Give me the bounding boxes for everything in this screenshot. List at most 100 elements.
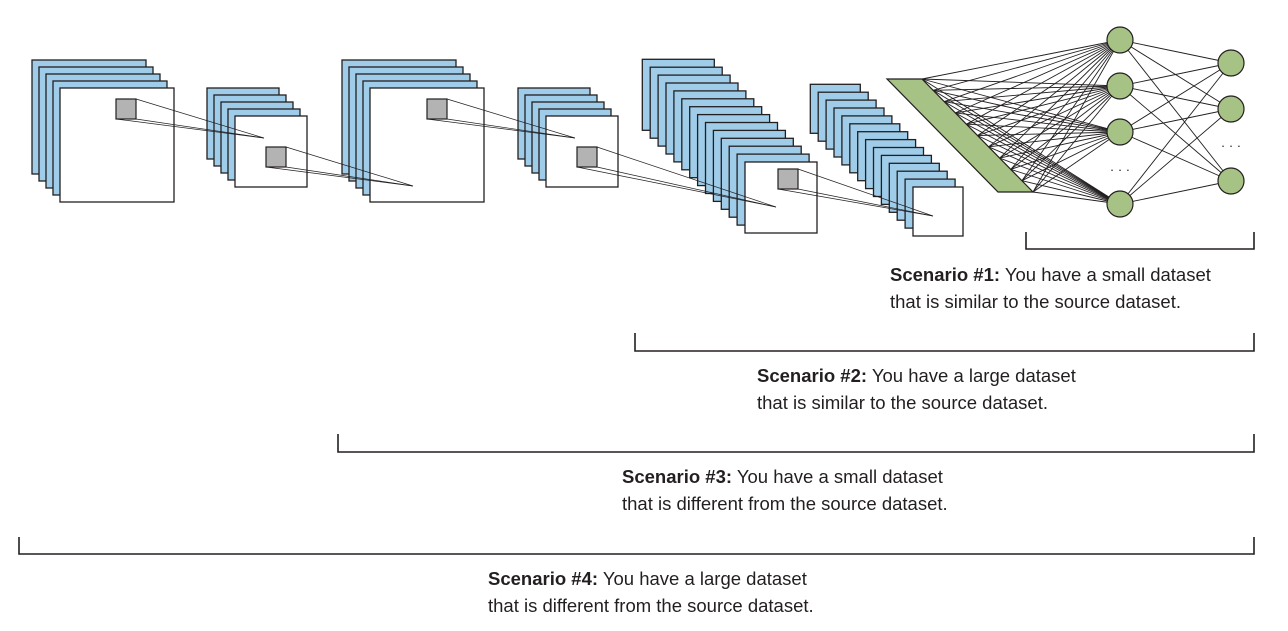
ray-line [115,118,265,139]
stack-pool3 [809,83,964,237]
hidden-neuron [1106,26,1134,54]
scenario-4-line1: You have a large dataset [602,568,807,589]
output-neuron [1217,49,1245,77]
ray-line [285,166,414,187]
connection-line [1010,85,1121,170]
connection-line [1032,85,1121,193]
ray-line [596,166,777,208]
connection-line [1032,39,1121,193]
scenario-1-line2: that is similar to the source dataset. [890,291,1181,312]
scenario-3-line2: that is different from the source datase… [622,493,948,514]
connection-line [977,85,1121,136]
connection-line [1010,168,1121,205]
scenario-1-line1: You have a small dataset [1004,264,1211,285]
connection-line [966,39,1121,125]
connection-line [1119,62,1232,133]
feature-map-front [912,186,964,237]
connection-line [921,78,1121,133]
connection-line [921,39,1121,80]
ray-line [797,188,934,217]
connection-line [1032,191,1121,205]
feature-map-stacks [31,58,964,237]
connection-line [955,112,1121,133]
stack-conv1 [31,59,175,203]
connection-line [1119,39,1232,64]
scenario-3-label: Scenario #3: [622,466,733,487]
scenario-2-bracket [634,333,1255,352]
connection-line [1021,39,1121,181]
connection-line [933,89,1121,133]
connection-line [988,39,1121,148]
connection-line [999,39,1121,159]
scenario-4-line2: that is different from the source datase… [488,595,814,616]
connection-line [999,157,1121,205]
hidden-neuron [1106,72,1134,100]
scenario-2-caption: Scenario #2: You have a large dataset th… [757,362,1076,416]
connection-line [977,131,1121,136]
connection-line [988,85,1121,148]
ray-line [135,118,265,139]
connection-line [1021,180,1121,205]
connection-line [1021,131,1121,182]
ray-line [446,98,576,139]
ray-line [797,168,934,217]
stack-pool1 [206,87,308,188]
scenario-4-caption: Scenario #4: You have a large dataset th… [488,565,814,619]
receptive-field-patch [426,98,448,120]
connection-line [1119,62,1232,205]
scenario-3-bracket [337,434,1255,453]
receptive-field-rays [115,98,934,217]
stack-conv3 [641,58,818,234]
connection-line [988,131,1121,148]
scenario-1-bracket [1025,232,1255,250]
receptive-field-patches [115,98,799,190]
connection-line [944,85,1121,103]
connection-line [1032,131,1121,193]
ray-line [135,98,265,139]
output-neuron [1217,95,1245,123]
scenario-4-bracket [18,537,1255,555]
connection-line [1119,39,1232,182]
receptive-field-patch [115,98,137,120]
connection-line [933,85,1121,91]
ray-line [576,166,777,208]
connection-line [921,78,1121,205]
ray-line [265,166,414,187]
scenario-3-line1: You have a small dataset [736,466,943,487]
scenario-2-label: Scenario #2: [757,365,868,386]
scenario-2-line1: You have a large dataset [871,365,1076,386]
ray-line [446,118,576,139]
scenario-4-label: Scenario #4: [488,568,599,589]
output-layer-ellipsis: · · · [1221,138,1241,153]
connection-line [1119,108,1232,205]
connection-line [966,85,1121,125]
scenario-2-line2: that is similar to the source dataset. [757,392,1048,413]
output-neuron [1217,167,1245,195]
connection-line [955,39,1121,114]
connection-line [1119,62,1232,87]
connection-line [988,146,1121,205]
connection-line [1119,108,1232,133]
connection-line [932,39,1121,91]
scenario-3-caption: Scenario #3: You have a small dataset th… [622,463,948,517]
connection-line [977,39,1121,136]
connection-line [955,85,1121,114]
ray-line [426,118,576,139]
connection-line [1010,131,1121,170]
ray-line [285,146,414,187]
connection-line [1010,39,1121,170]
hidden-neuron [1106,190,1134,218]
receptive-field-patch [576,146,598,168]
scenario-1-caption: Scenario #1: You have a small dataset th… [890,261,1211,315]
stack-conv2 [341,59,485,203]
connection-line [1119,180,1232,205]
ray-line [596,146,777,208]
connection-line [966,123,1121,205]
hidden-layer-ellipsis: · · · [1110,162,1130,177]
scenario-brackets [18,232,1255,555]
ray-line [777,188,934,217]
connection-line [977,135,1121,205]
hidden-neuron [1106,118,1134,146]
scenario-1-label: Scenario #1: [890,264,1001,285]
